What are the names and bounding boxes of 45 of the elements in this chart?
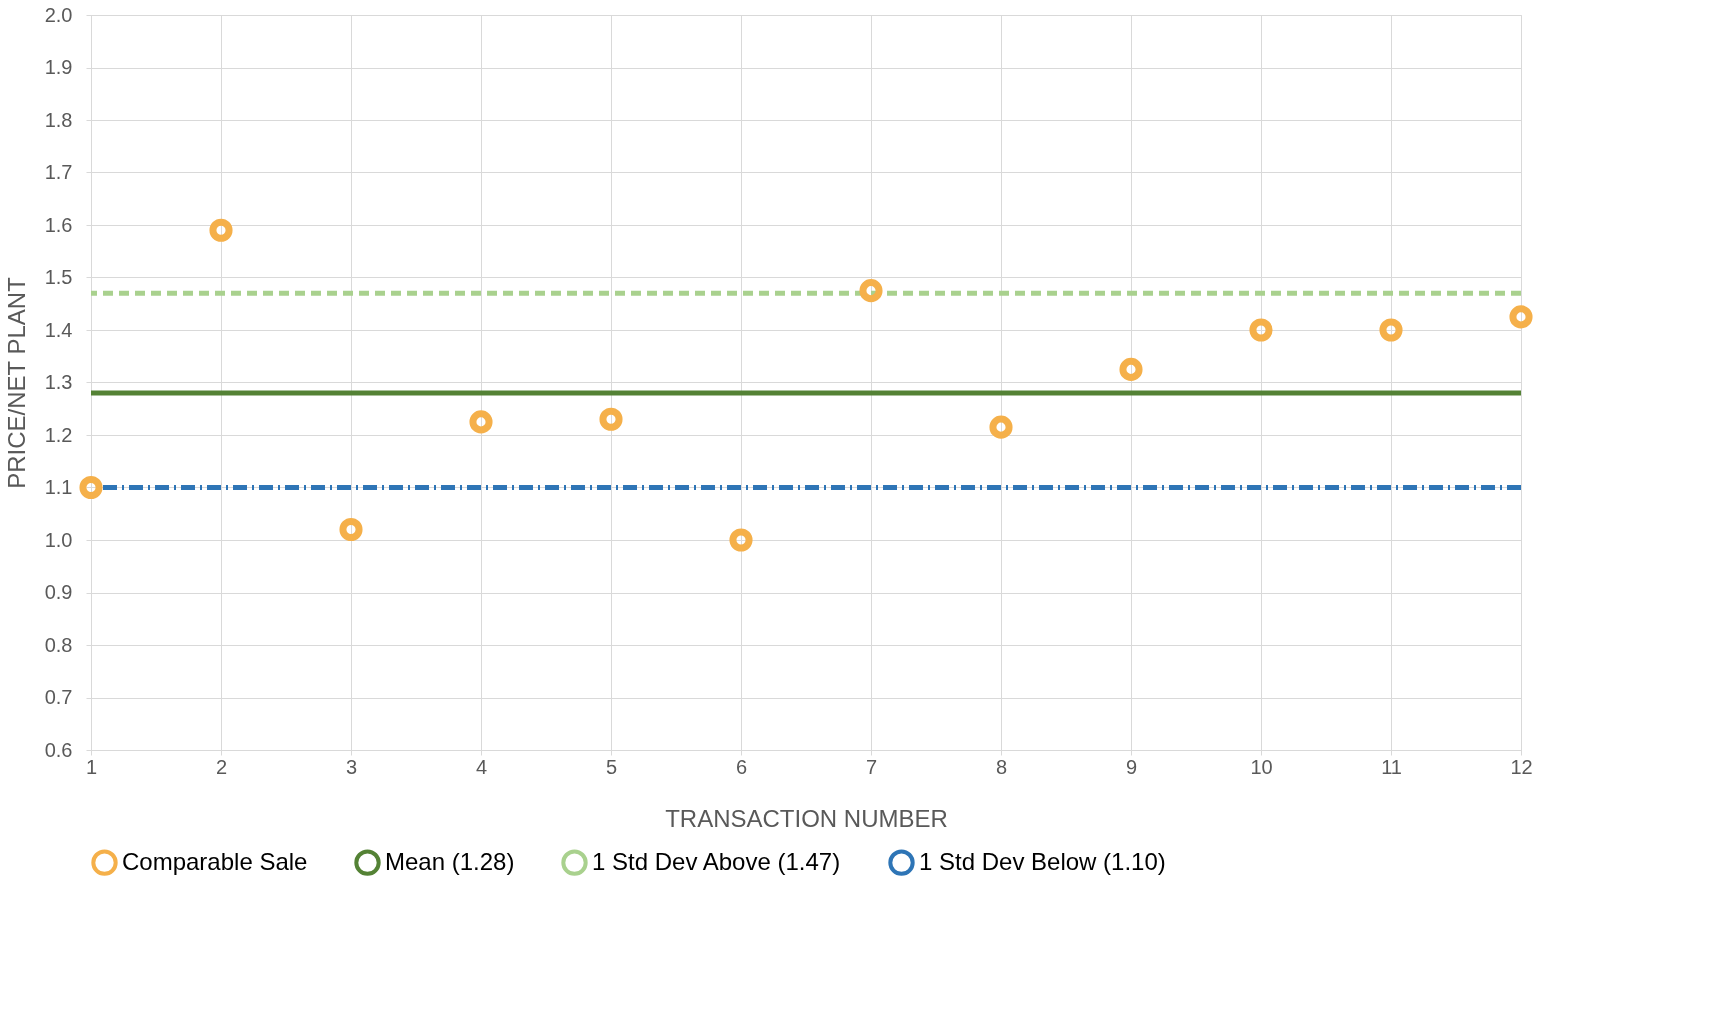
x-tick-label: 6 (735, 755, 748, 778)
point (469, 410, 493, 434)
y-tick-label: 1.0 (44, 528, 73, 551)
y-tick-label: 0.7 (44, 686, 73, 708)
point (209, 218, 233, 242)
y-tick-label: 1.7 (44, 161, 73, 183)
legend-label: 1 Std Dev Below (1.10) (919, 847, 1166, 875)
x-tick-label: 5 (605, 755, 618, 778)
y-tick-label: 0.8 (44, 633, 73, 656)
y-axis-title: PRICE/NET PLANT (2, 276, 30, 489)
x-tick-label: 3 (345, 755, 358, 778)
point (1379, 318, 1403, 342)
y-tick-label: 1.3 (44, 371, 73, 393)
y-tick-label: 1.4 (44, 318, 73, 341)
point (729, 528, 753, 552)
x-tick-label: 12 (1510, 755, 1533, 778)
x-tick-label: 2 (215, 755, 228, 778)
x-tick-label: 8 (995, 755, 1008, 778)
point (1509, 305, 1533, 329)
y-tick-label: 1.8 (44, 108, 73, 131)
y-tick-label: 1.5 (44, 266, 73, 288)
y-tick-label: 1.2 (44, 423, 73, 446)
y-tick-label: 1.9 (44, 56, 73, 78)
point (859, 279, 883, 303)
point (79, 475, 103, 500)
y-tick-label: 0.6 (44, 738, 73, 761)
x-tick-label: 10 (1250, 755, 1273, 778)
x-tick-label: 7 (865, 755, 878, 778)
legend-label: 1 Std Dev Above (1.47) (592, 847, 841, 875)
point (599, 407, 623, 431)
y-tick-label: 1.1 (44, 476, 73, 498)
point (1119, 357, 1143, 381)
y-tick-label: 2.0 (44, 3, 73, 26)
y-tick-label: 0.9 (44, 581, 73, 603)
legend-label: Comparable Sale (122, 847, 308, 875)
point (339, 517, 363, 542)
point (989, 415, 1013, 439)
x-axis-title: TRANSACTION NUMBER (665, 804, 948, 832)
y-tick-label: 1.6 (44, 213, 73, 236)
x-tick-label: 1 (85, 755, 98, 778)
legend-label: Mean (1.28) (385, 847, 515, 875)
point (1249, 318, 1273, 342)
x-tick-label: 11 (1381, 755, 1402, 778)
x-tick-label: 9 (1125, 755, 1138, 778)
x-tick-label: 4 (475, 755, 488, 778)
